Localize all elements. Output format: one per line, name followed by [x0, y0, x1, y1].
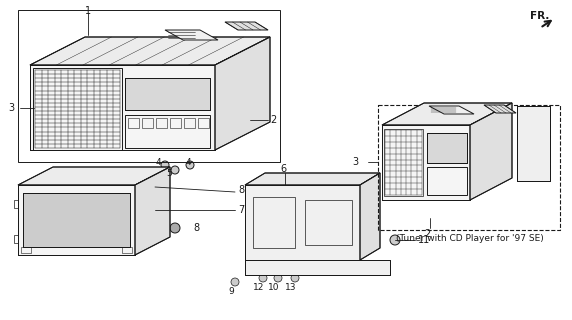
Text: 8: 8 [193, 223, 199, 233]
Polygon shape [484, 105, 516, 113]
Circle shape [274, 274, 282, 282]
Text: 9: 9 [228, 287, 234, 297]
Polygon shape [245, 260, 390, 275]
Circle shape [208, 142, 212, 146]
Polygon shape [427, 133, 467, 163]
Text: 5: 5 [166, 169, 172, 178]
Text: 6: 6 [280, 164, 286, 174]
Polygon shape [18, 185, 135, 255]
Circle shape [161, 161, 169, 169]
Circle shape [39, 103, 49, 113]
Text: FR.: FR. [530, 11, 549, 21]
Polygon shape [225, 22, 268, 30]
Text: 3: 3 [352, 157, 358, 167]
Circle shape [171, 166, 179, 174]
Text: 2: 2 [424, 229, 430, 239]
Polygon shape [517, 106, 550, 181]
Polygon shape [165, 30, 218, 40]
Polygon shape [23, 193, 130, 247]
Circle shape [231, 278, 239, 286]
Text: 4: 4 [156, 157, 162, 166]
Circle shape [34, 98, 54, 118]
Polygon shape [245, 173, 380, 185]
Circle shape [208, 130, 212, 134]
Polygon shape [215, 37, 270, 150]
Polygon shape [30, 37, 270, 65]
Polygon shape [429, 106, 474, 114]
Text: 3: 3 [8, 103, 14, 113]
Text: 1: 1 [85, 6, 91, 16]
Text: (Tuner with CD Player for '97 SE): (Tuner with CD Player for '97 SE) [396, 234, 544, 243]
Polygon shape [470, 103, 512, 200]
Polygon shape [18, 167, 170, 185]
Polygon shape [382, 103, 512, 125]
Circle shape [291, 274, 299, 282]
Polygon shape [125, 78, 210, 110]
Polygon shape [382, 125, 470, 200]
Circle shape [259, 274, 267, 282]
Text: 2: 2 [270, 115, 276, 125]
Circle shape [149, 181, 161, 193]
Text: 8: 8 [238, 185, 244, 195]
Circle shape [390, 235, 400, 245]
Text: 11: 11 [418, 235, 430, 245]
Circle shape [170, 223, 180, 233]
Circle shape [186, 161, 194, 169]
Polygon shape [135, 167, 170, 255]
Text: 12: 12 [253, 284, 265, 292]
Text: 4: 4 [186, 157, 192, 166]
Circle shape [208, 118, 212, 122]
Text: 13: 13 [285, 284, 297, 292]
Circle shape [386, 155, 402, 171]
Text: 10: 10 [268, 284, 280, 292]
Polygon shape [360, 173, 380, 260]
Polygon shape [30, 65, 215, 150]
Text: 7: 7 [238, 205, 244, 215]
Polygon shape [245, 185, 360, 260]
